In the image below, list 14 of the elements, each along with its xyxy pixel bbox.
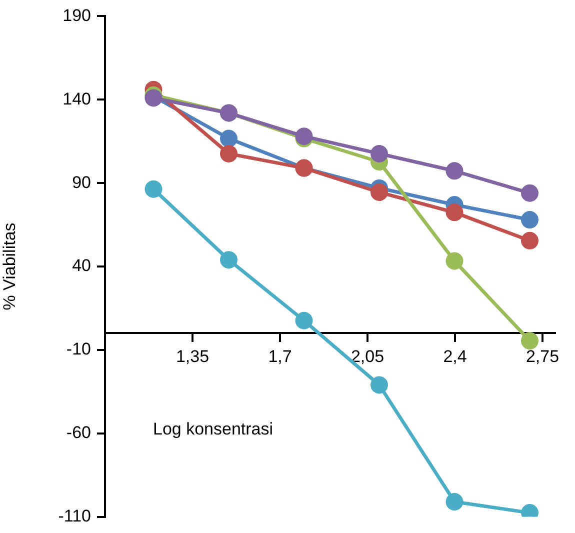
y-tick-label: 190 bbox=[62, 6, 91, 25]
x-axis-title: Log konsentrasi bbox=[153, 419, 274, 438]
y-tick-label: -60 bbox=[66, 423, 91, 442]
y-axis-title: % Viabilitas bbox=[0, 222, 19, 310]
x-tick-label: 1,7 bbox=[268, 347, 292, 366]
y-tick-label: -10 bbox=[66, 340, 91, 359]
x-tick-label: 2,4 bbox=[443, 347, 467, 366]
y-tick-label: 90 bbox=[72, 172, 91, 192]
x-tick-label: 1,35 bbox=[176, 347, 210, 366]
x-tick-label: 2,05 bbox=[350, 347, 384, 366]
y-tick-label: 40 bbox=[72, 256, 91, 276]
x-tick-label: 2,75 bbox=[526, 347, 560, 366]
y-tick-label: -110 bbox=[58, 506, 91, 526]
y-tick-label: 140 bbox=[62, 89, 91, 108]
